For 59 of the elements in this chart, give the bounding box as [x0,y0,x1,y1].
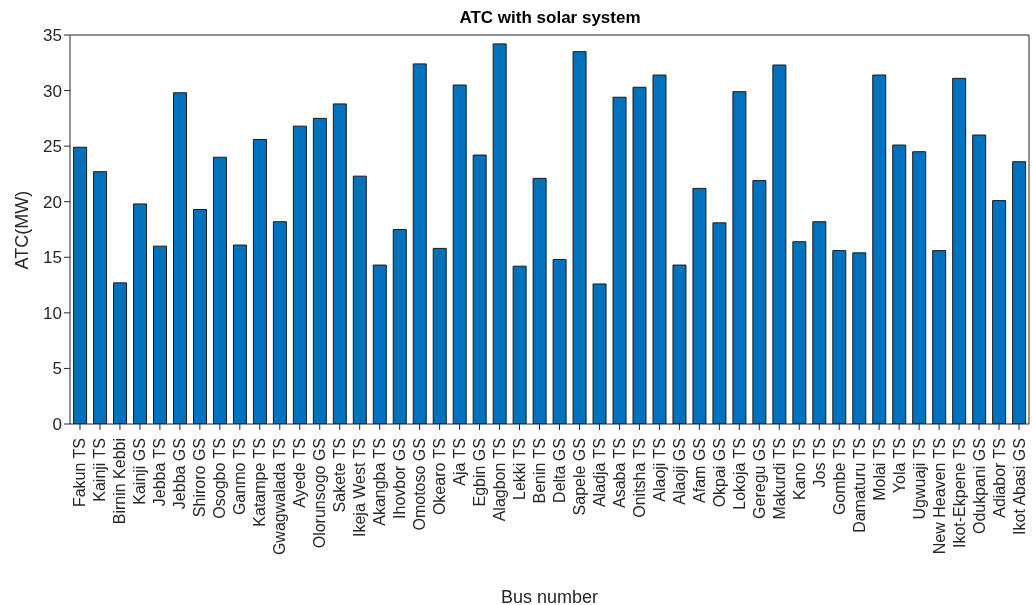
y-tick-label: 0 [52,415,62,435]
x-tick-label: Lekki TS [511,438,529,500]
x-tick-label: Ikeja West TS [351,438,369,537]
x-tick-label: Ayede TS [291,438,309,508]
x-tick-label: Adiabor TS [990,438,1008,518]
y-tick-label: 10 [43,303,62,323]
x-tick-label: Egbin GS [471,438,489,507]
x-tick-label: Kainji GS [131,438,149,505]
x-tick-label: Ihovbor GS [391,438,409,519]
x-tick-label: Odukpani GS [970,438,988,535]
x-tick-label: Katampe TS [251,438,269,527]
y-tick-label: 25 [43,137,62,157]
x-tick-label: Gombe TS [830,438,848,516]
x-tick-label: Sapele GS [570,438,588,516]
x-tick-label: Ikot Abasi GS [1010,438,1028,535]
x-tick-label: Sakete TS [331,438,349,513]
x-tick-label: Delta GS [550,438,568,503]
x-tick-label: New Heaven TS [930,438,948,555]
chart-title: ATC with solar system [458,8,642,28]
x-tick-label: Aladja TS [590,438,608,508]
x-tick-label: Alagbon TS [491,438,509,522]
x-tick-label: Aja TS [451,438,469,486]
x-tick-label: Ugwuaji TS [910,438,928,520]
x-tick-label: Alaoji TS [650,438,668,502]
x-tick-label: Shiroro GS [191,438,209,518]
x-tick-label: Okearo TS [431,438,449,516]
y-tick-label: 20 [43,192,62,212]
x-tick-label: Afam GS [690,438,708,503]
x-tick-label: Olorunsogo GS [311,438,329,549]
x-tick-label: Fakun TS [71,438,89,508]
x-tick-label: Gwagwalada TS [271,438,289,556]
x-tick-label: Onitsha TS [630,438,648,518]
x-tick-label: Alaoji GS [670,438,688,505]
y-tick-label: 15 [43,248,62,268]
y-tick-label: 5 [52,359,62,379]
x-tick-label: Makurdi TS [770,438,788,520]
x-tick-label: Molai TS [870,438,888,501]
x-tick-label: Jos TS [810,438,828,488]
x-tick-label: Asaba TS [610,438,628,508]
y-axis-title: ATC(MW) [12,190,33,270]
x-tick-label: Damaturu TS [850,438,868,533]
y-tick-label: 35 [43,26,62,46]
x-tick-label: Ganmo TS [231,438,249,516]
y-tick-label: 30 [43,81,62,101]
x-tick-label: Osogbo TS [211,438,229,519]
x-tick-label: Omotoso GS [411,438,429,531]
x-tick-label: Akangba TS [371,438,389,526]
x-tick-label: Geregu GS [750,438,768,519]
x-tick-label: Jebba GS [171,438,189,510]
x-tick-label: Ikot-Ekpene TS [950,438,968,548]
x-tick-label: Jebba TS [151,438,169,507]
x-axis-title: Bus number [500,587,599,605]
x-tick-label: Benin TS [531,438,549,504]
x-tick-label: Kano TS [790,438,808,500]
x-tick-label: Birnin Kebbi [111,438,129,525]
x-tick-label: Lokoja TS [730,438,748,510]
x-tick-label: Yola TS [890,438,908,494]
x-tick-label: Okpai GS [710,438,728,508]
x-tick-label: Kainji TS [91,438,109,502]
